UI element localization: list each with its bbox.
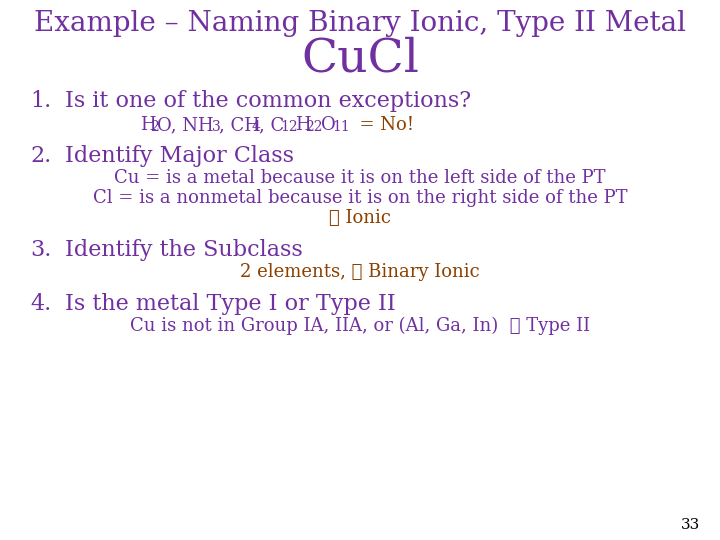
Text: 1.: 1. bbox=[30, 90, 51, 112]
Text: Identify the Subclass: Identify the Subclass bbox=[65, 239, 302, 261]
Text: CuCl: CuCl bbox=[301, 36, 419, 81]
Text: 11: 11 bbox=[332, 120, 350, 134]
Text: 2: 2 bbox=[150, 120, 158, 134]
Text: , C: , C bbox=[259, 116, 284, 134]
Text: , CH: , CH bbox=[219, 116, 260, 134]
Text: H: H bbox=[295, 116, 310, 134]
Text: 12: 12 bbox=[280, 120, 297, 134]
Text: 22: 22 bbox=[305, 120, 323, 134]
Text: Cu is not in Group IA, IIA, or (Al, Ga, In)  ∴ Type II: Cu is not in Group IA, IIA, or (Al, Ga, … bbox=[130, 317, 590, 335]
Text: 4: 4 bbox=[252, 120, 261, 134]
Text: 4.: 4. bbox=[30, 293, 51, 315]
Text: O, NH: O, NH bbox=[157, 116, 214, 134]
Text: = No!: = No! bbox=[348, 116, 414, 134]
Text: 2 elements, ∴ Binary Ionic: 2 elements, ∴ Binary Ionic bbox=[240, 263, 480, 281]
Text: Cl = is a nonmetal because it is on the right side of the PT: Cl = is a nonmetal because it is on the … bbox=[93, 189, 627, 207]
Text: H: H bbox=[140, 116, 156, 134]
Text: Is it one of the common exceptions?: Is it one of the common exceptions? bbox=[65, 90, 471, 112]
Text: 3.: 3. bbox=[30, 239, 51, 261]
Text: O: O bbox=[321, 116, 336, 134]
Text: ∴ Ionic: ∴ Ionic bbox=[329, 209, 391, 227]
Text: Example – Naming Binary Ionic, Type II Metal: Example – Naming Binary Ionic, Type II M… bbox=[34, 10, 686, 37]
Text: Identify Major Class: Identify Major Class bbox=[65, 145, 294, 167]
Text: 2.: 2. bbox=[30, 145, 51, 167]
Text: 3: 3 bbox=[212, 120, 221, 134]
Text: Is the metal Type I or Type II: Is the metal Type I or Type II bbox=[65, 293, 396, 315]
Text: 33: 33 bbox=[680, 518, 700, 532]
Text: Cu = is a metal because it is on the left side of the PT: Cu = is a metal because it is on the lef… bbox=[114, 169, 606, 187]
